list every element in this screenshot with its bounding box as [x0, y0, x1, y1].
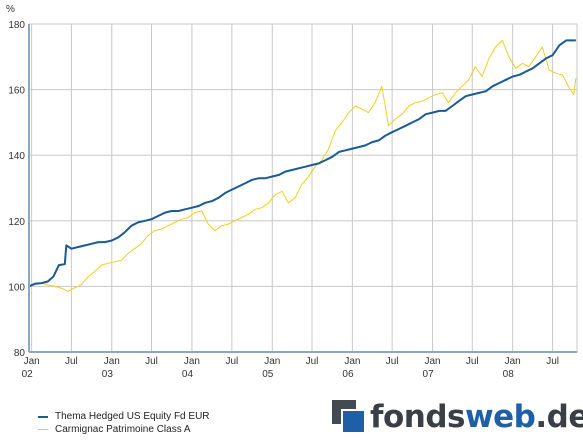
x-tick-label: Jan	[424, 356, 440, 367]
axes: 80 100 120 140 160 180 Jan 02 Jul Jan 03 Jul Jan 04 Ju…	[8, 20, 577, 380]
y-tick-label: 160	[8, 86, 25, 97]
legend-swatch-thema	[38, 415, 48, 418]
plot-area	[28, 23, 578, 353]
legend-label-thema: Thema Hedged US Equity Fd EUR	[55, 411, 210, 422]
x-tick-label: Jan	[24, 356, 40, 367]
x-tick-label: Jan	[104, 356, 120, 367]
x-tick-label: Jul	[225, 356, 238, 367]
series-line-carmignac	[28, 39, 577, 292]
y-tick-label: 100	[8, 282, 25, 293]
series-line-thema	[28, 39, 576, 288]
logo-mark-icon	[332, 400, 366, 434]
x-tick-label: Jan	[264, 356, 280, 367]
grid	[28, 23, 578, 353]
x-year-label: 03	[102, 369, 114, 380]
legend-item-carmignac: Carmignac Patrimoine Class A	[38, 423, 210, 436]
x-tick-label: Jul	[65, 356, 78, 367]
y-axis-label: %	[6, 4, 15, 15]
x-tick-label: Jan	[344, 356, 360, 367]
x-tick-label: Jan	[505, 356, 521, 367]
x-year-label: 08	[503, 369, 515, 380]
x-tick-label: Jul	[306, 356, 319, 367]
legend-item-thema: Thema Hedged US Equity Fd EUR	[38, 410, 210, 423]
chart: 80 100 120 140 160 180 Jan 02 Jul Jan 03 Jul Jan 04 Ju…	[6, 4, 578, 380]
legend-label-carmignac: Carmignac Patrimoine Class A	[55, 424, 191, 435]
y-tick-label: 140	[8, 151, 25, 162]
x-tick-label: Jul	[546, 356, 559, 367]
y-tick-label: 80	[14, 348, 26, 359]
y-tick-label: 120	[8, 217, 25, 228]
x-tick-label: Jan	[184, 356, 200, 367]
x-tick-label: Jul	[466, 356, 479, 367]
x-year-label: 04	[182, 369, 194, 380]
logo-text-de: .de	[535, 399, 583, 435]
y-tick-label: 180	[8, 20, 25, 31]
legend-swatch-carmignac	[38, 429, 48, 430]
logo-text: fondsweb.de	[370, 399, 583, 435]
x-year-label: 07	[423, 369, 435, 380]
x-tick-label: Jul	[386, 356, 399, 367]
x-year-label: 02	[22, 369, 34, 380]
logo-text-web: web	[465, 399, 536, 435]
x-year-label: 06	[342, 369, 354, 380]
legend: Thema Hedged US Equity Fd EUR Carmignac …	[38, 410, 210, 436]
x-year-label: 05	[262, 369, 274, 380]
series-layer	[28, 39, 577, 292]
fondsweb-logo: fondsweb.de	[332, 397, 583, 437]
logo-text-fonds: fonds	[370, 399, 466, 435]
x-tick-label: Jul	[145, 356, 158, 367]
